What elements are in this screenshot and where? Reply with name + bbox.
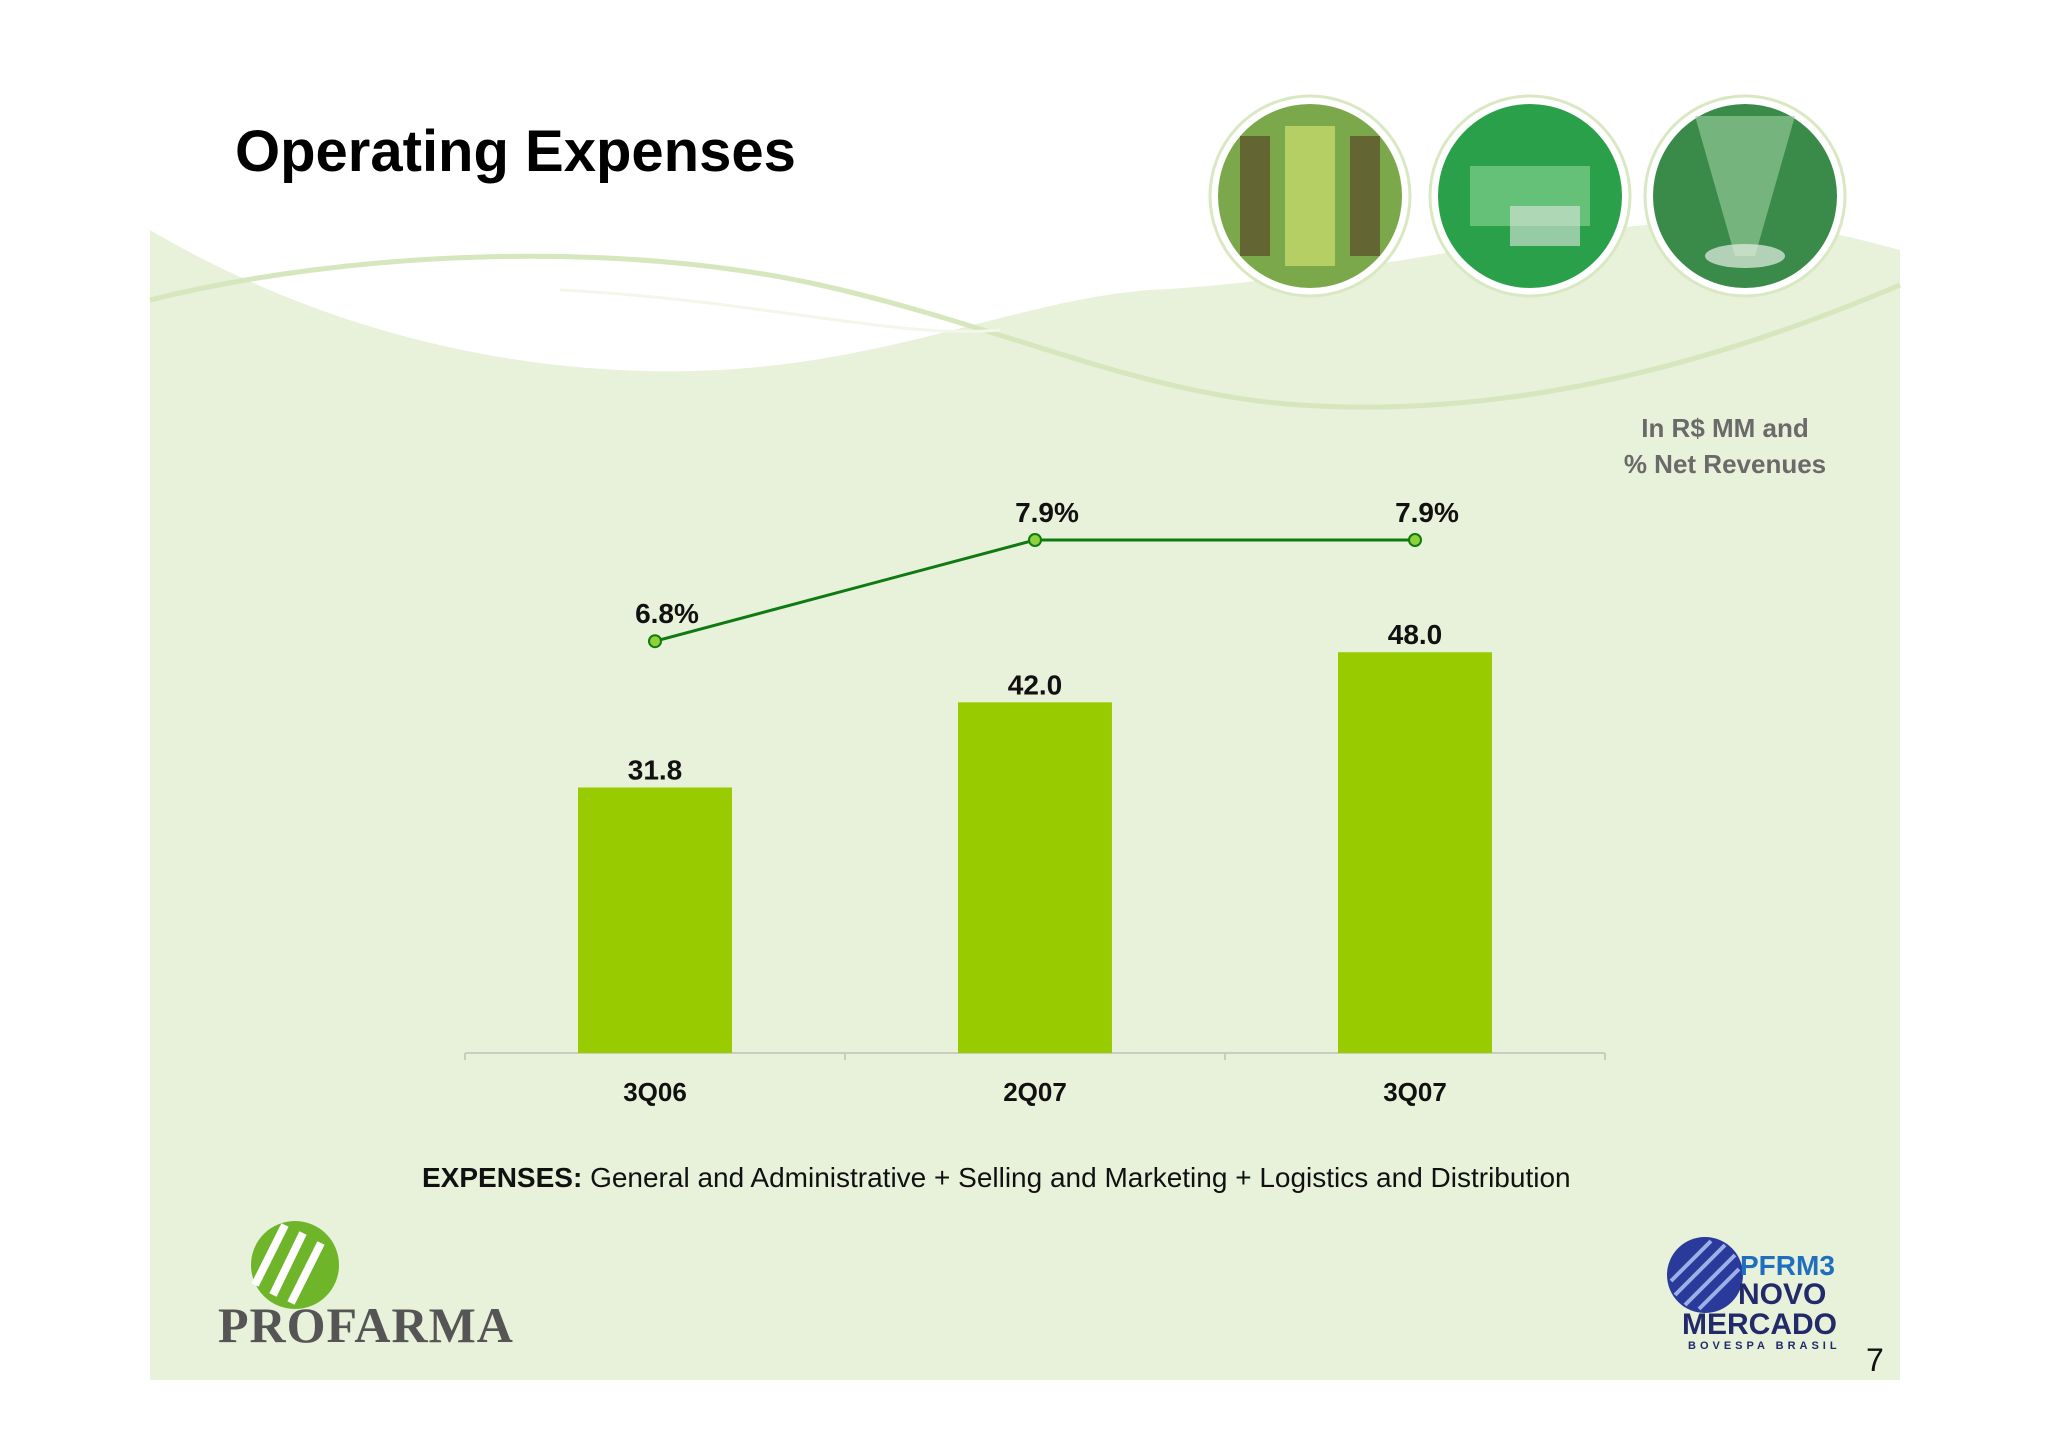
line-marker: [1408, 533, 1422, 547]
novo-mercado-line-novo: NOVO: [1738, 1278, 1827, 1311]
x-tick-label: 2Q07: [1003, 1077, 1067, 1107]
expenses-note-label: EXPENSES:: [422, 1162, 583, 1193]
bar-3Q07: [1338, 652, 1492, 1053]
line-value-label: 7.9%: [1395, 497, 1459, 528]
profarma-logo-mark: [251, 1221, 339, 1309]
units-note-line-1: In R$ MM and: [1641, 413, 1809, 443]
background-wave-line-1: [149, 253, 1901, 410]
line-marker: [648, 634, 662, 649]
expenses-note: EXPENSES: General and Administrative + S…: [422, 1162, 1571, 1194]
line-value-label: 6.8%: [635, 598, 699, 629]
novo-mercado-line-bovespa: BOVESPA BRASIL: [1688, 1340, 1841, 1352]
bar-2Q07: [958, 702, 1112, 1053]
x-tick-label: 3Q06: [623, 1077, 687, 1107]
line-net-revenue-percent: [654, 538, 1415, 643]
novo-mercado-line-mercado: MERCADO: [1682, 1308, 1837, 1341]
background-wave-line-2: [559, 288, 1001, 334]
novo-mercado-logo: PFRM3 NOVO MERCADO BOVESPA BRASIL: [1660, 1250, 1860, 1352]
page-number: 7: [1866, 1342, 1884, 1378]
x-tick-label: 3Q07: [1383, 1077, 1447, 1107]
line-value-label: 7.9%: [1015, 497, 1079, 528]
bar-value-label: 42.0: [1008, 669, 1063, 700]
units-note: In R$ MM and % Net Revenues: [1600, 410, 1850, 482]
units-note-line-2: % Net Revenues: [1623, 449, 1827, 479]
bar-value-label: 48.0: [1388, 619, 1443, 650]
bar-value-label: 31.8: [628, 754, 683, 785]
profarma-logo-text: PROFARMA: [218, 1297, 514, 1353]
photo-warehouse: [1208, 94, 1412, 298]
photo-production-line: [1428, 94, 1632, 298]
photo-lab-equipment: [1643, 94, 1847, 298]
novo-mercado-ticker: PFRM3: [1740, 1250, 1835, 1281]
expenses-note-text: General and Administrative + Selling and…: [590, 1162, 1571, 1193]
bar-3Q06: [578, 787, 732, 1053]
line-marker: [1028, 533, 1042, 547]
slide-title: Operating Expenses: [235, 119, 796, 184]
novo-mercado-globe: [1667, 1237, 1743, 1313]
